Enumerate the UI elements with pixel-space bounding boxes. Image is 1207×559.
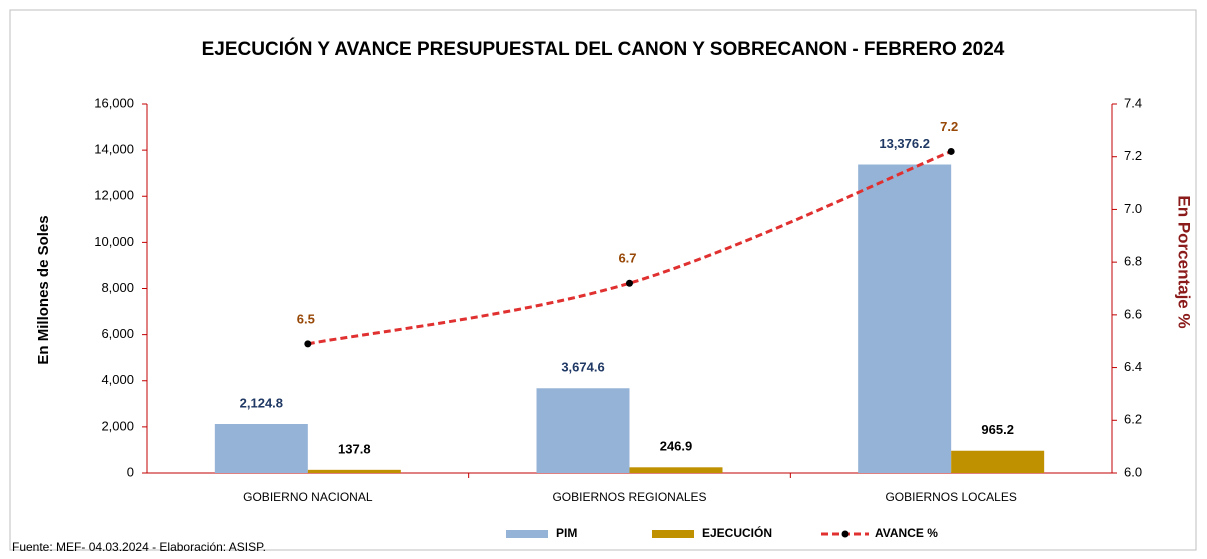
y-tick-label: 14,000 <box>94 142 134 157</box>
y2-tick-label: 7.4 <box>1124 95 1142 110</box>
y-tick-label: 4,000 <box>101 372 134 387</box>
y-tick-label: 2,000 <box>101 418 134 433</box>
x-tick-label: GOBIERNOS LOCALES <box>885 490 1016 504</box>
data-label: 2,124.8 <box>240 395 283 410</box>
bar <box>858 164 952 473</box>
y-tick-label: 8,000 <box>101 280 134 295</box>
source-note: Fuente: MEF- 04.03.2024 - Elaboración: A… <box>12 540 266 554</box>
data-label: 137.8 <box>338 441 371 456</box>
y2-tick-label: 6.6 <box>1124 306 1142 321</box>
line-marker <box>626 279 633 287</box>
data-label: 246.9 <box>660 439 693 454</box>
y-tick-label: 12,000 <box>94 188 134 203</box>
legend-swatch <box>506 530 548 538</box>
y-tick-label: 6,000 <box>101 326 134 341</box>
y2-tick-label: 7.2 <box>1124 148 1142 163</box>
x-tick-label: GOBIERNO NACIONAL <box>243 490 373 504</box>
line-series <box>307 150 952 346</box>
legend-label: EJECUCIÓN <box>702 525 772 540</box>
chart-title: EJECUCIÓN Y AVANCE PRESUPUESTAL DEL CANO… <box>202 38 1005 60</box>
y-tick-label: 0 <box>127 464 134 479</box>
x-tick-label: GOBIERNOS REGIONALES <box>552 490 706 504</box>
data-label: 6.5 <box>297 311 315 326</box>
bar <box>629 467 723 473</box>
y-tick-label: 10,000 <box>94 234 134 249</box>
data-label: 6.7 <box>618 251 636 266</box>
y2-tick-label: 7.0 <box>1124 201 1142 216</box>
y2-tick-label: 6.4 <box>1124 359 1142 374</box>
bar <box>214 423 308 473</box>
line-marker <box>304 340 312 348</box>
bar <box>951 450 1045 473</box>
legend-swatch <box>652 530 694 538</box>
y2-tick-label: 6.8 <box>1124 254 1142 269</box>
y2-tick-label: 6.2 <box>1124 412 1142 427</box>
legend-label: AVANCE % <box>875 526 938 540</box>
bar <box>536 388 630 473</box>
y-tick-label: 16,000 <box>94 95 134 110</box>
data-label: 3,674.6 <box>561 360 604 375</box>
y2-tick-label: 6.0 <box>1124 464 1142 479</box>
data-label: 7.2 <box>940 119 958 134</box>
legend-marker <box>841 530 849 538</box>
line-marker <box>947 147 955 155</box>
y-axis-label: En Millones de Soles <box>35 215 52 364</box>
y2-axis-label: En Porcentaje % <box>1175 195 1194 328</box>
data-label: 965.2 <box>981 422 1014 437</box>
legend-label: PIM <box>556 526 577 540</box>
bar <box>307 469 401 473</box>
data-label: 13,376.2 <box>879 136 930 151</box>
